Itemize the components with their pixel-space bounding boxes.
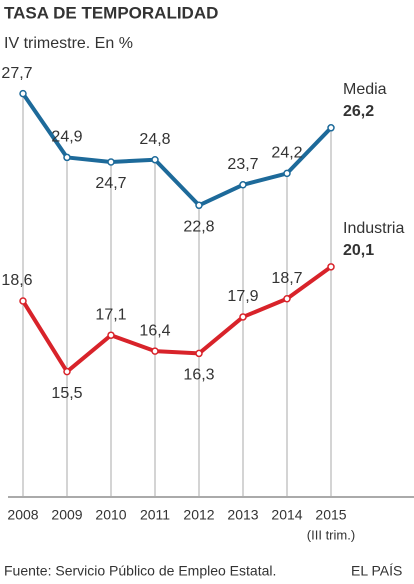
point bbox=[327, 124, 335, 132]
data-label: 24,9 bbox=[51, 129, 82, 146]
x-tick-note: (III trim.) bbox=[307, 527, 355, 542]
point bbox=[283, 294, 291, 303]
x-tick-label: 2011 bbox=[140, 507, 170, 523]
x-tick-label: 2008 bbox=[7, 507, 38, 523]
point bbox=[283, 169, 291, 178]
data-label: 23,7 bbox=[227, 156, 258, 173]
data-label: 18,7 bbox=[271, 270, 302, 287]
data-label: 27,7 bbox=[1, 65, 32, 82]
data-label: 16,4 bbox=[139, 322, 170, 339]
chart-title: TASA DE TEMPORALIDAD bbox=[4, 3, 218, 22]
point bbox=[63, 367, 71, 376]
data-label: 16,3 bbox=[183, 367, 214, 384]
data-label: 17,9 bbox=[227, 288, 258, 305]
point bbox=[239, 313, 247, 321]
series-line bbox=[21, 265, 333, 374]
data-label: 24,7 bbox=[95, 175, 126, 192]
point bbox=[195, 349, 203, 358]
point bbox=[107, 158, 115, 166]
data-label: 24,8 bbox=[139, 131, 170, 148]
series-line bbox=[21, 92, 333, 208]
chart-subtitle: IV trimestre. En % bbox=[4, 35, 133, 52]
last-value-label: 20,1 bbox=[343, 242, 374, 259]
point bbox=[107, 331, 115, 339]
data-label: 18,6 bbox=[1, 272, 32, 289]
point bbox=[195, 201, 203, 210]
credit: EL PAÍS bbox=[351, 563, 402, 579]
last-value-label: 26,2 bbox=[343, 103, 374, 120]
data-label: 15,5 bbox=[51, 385, 82, 402]
x-tick-label: 2012 bbox=[183, 507, 214, 523]
x-tick-label: 2014 bbox=[271, 507, 302, 523]
x-tick-label: 2009 bbox=[51, 507, 82, 523]
data-label: 24,2 bbox=[271, 145, 302, 162]
point bbox=[327, 263, 335, 271]
point bbox=[239, 181, 247, 189]
point bbox=[19, 297, 27, 305]
point bbox=[151, 347, 159, 355]
legend-label: Industria bbox=[343, 220, 404, 237]
point bbox=[151, 155, 159, 164]
legend-label: Media bbox=[343, 81, 387, 98]
source: Fuente: Servicio Público de Empleo Estat… bbox=[4, 563, 276, 579]
x-tick-label: 2010 bbox=[95, 507, 126, 523]
x-tick-label: 2015 bbox=[315, 507, 346, 523]
point bbox=[19, 89, 27, 98]
data-label: 22,8 bbox=[183, 219, 214, 236]
x-tick-label: 2013 bbox=[227, 507, 258, 523]
point bbox=[63, 153, 71, 162]
data-label: 17,1 bbox=[95, 306, 126, 323]
